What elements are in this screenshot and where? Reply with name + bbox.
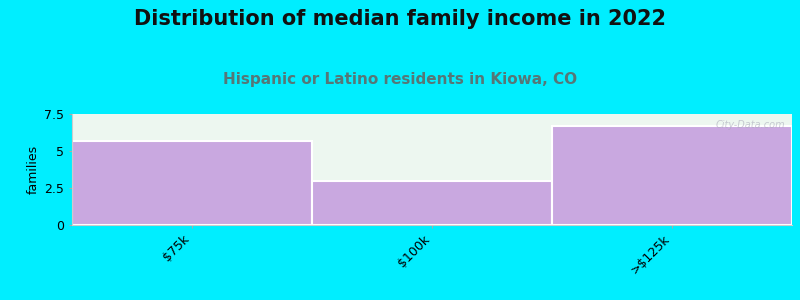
Text: Hispanic or Latino residents in Kiowa, CO: Hispanic or Latino residents in Kiowa, C… [223,72,577,87]
Text: City-Data.com: City-Data.com [715,119,785,130]
Text: Distribution of median family income in 2022: Distribution of median family income in … [134,9,666,29]
Bar [72,141,312,225]
Bar [552,126,792,225]
Y-axis label: families: families [27,145,40,194]
Bar [312,181,552,225]
